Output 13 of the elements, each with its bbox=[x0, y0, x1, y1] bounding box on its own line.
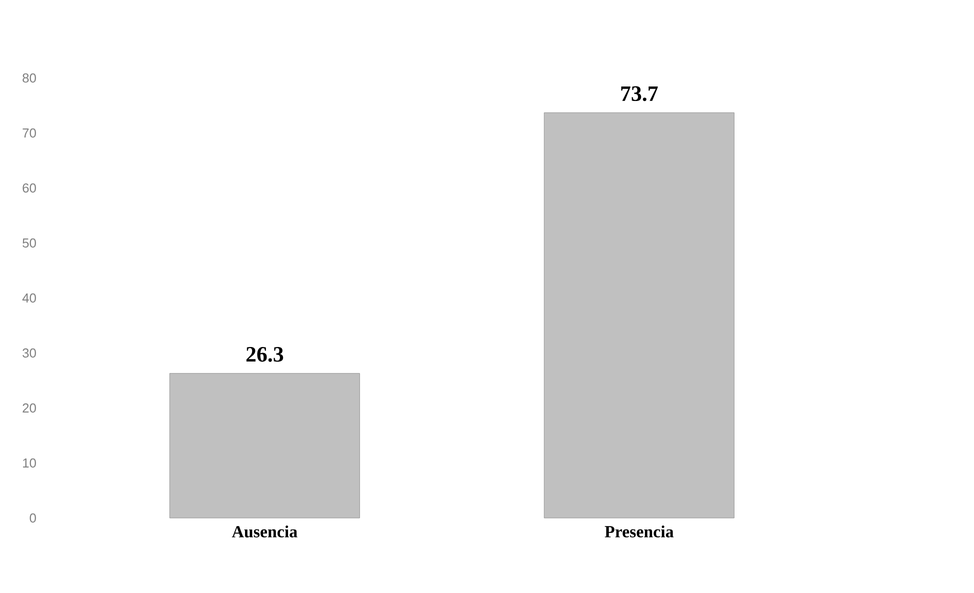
y-tick-label: 50 bbox=[22, 238, 36, 248]
y-tick-label: 0 bbox=[30, 513, 36, 523]
y-tick-label: 70 bbox=[22, 128, 36, 138]
x-tick-label: Ausencia bbox=[232, 526, 298, 538]
y-tick-label: 30 bbox=[22, 348, 36, 358]
data-label: 26.3 bbox=[246, 347, 284, 362]
data-label: 73.7 bbox=[621, 86, 658, 102]
y-tick-label: 80 bbox=[22, 73, 36, 83]
y-tick-label: 10 bbox=[23, 458, 36, 468]
x-tick-label: Presencia bbox=[604, 526, 674, 538]
y-tick-label: 60 bbox=[22, 183, 36, 193]
y-tick-label: 40 bbox=[22, 293, 36, 303]
y-tick-label: 20 bbox=[22, 403, 36, 413]
